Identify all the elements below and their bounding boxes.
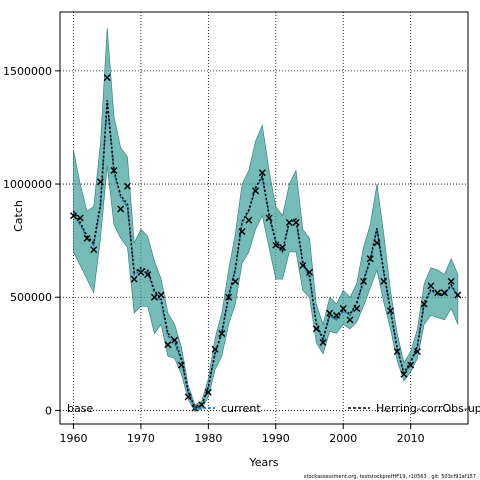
legend-label-herring-corrobs-up: Herring-corrObs-up xyxy=(376,402,480,415)
observed-points xyxy=(69,74,462,412)
x-tick-label: 1970 xyxy=(127,432,155,445)
y-tick-label: 0 xyxy=(45,404,52,417)
observed-point xyxy=(380,277,388,285)
observed-point xyxy=(76,214,84,222)
observed-point xyxy=(434,289,442,297)
x-axis: 1960 1970 1980 1990 2000 2010 xyxy=(59,424,425,445)
observed-point xyxy=(420,300,428,308)
y-tick-label: 1500000 xyxy=(3,65,52,78)
observed-point xyxy=(440,289,448,297)
observed-point xyxy=(447,277,455,285)
observed-point xyxy=(69,212,77,220)
series-line-herring-corrobs-up xyxy=(72,100,459,409)
legend: base current Herring-corrObs-up xyxy=(67,402,480,415)
observed-point xyxy=(130,275,138,283)
observed-point xyxy=(265,214,273,222)
observed-point xyxy=(231,277,239,285)
observed-point xyxy=(238,228,246,236)
y-axis: 0 500000 1000000 1500000 xyxy=(3,65,60,417)
observed-point xyxy=(96,178,104,186)
observed-point xyxy=(339,305,347,313)
legend-label-current: current xyxy=(221,402,261,415)
observed-point xyxy=(144,271,152,279)
observed-point xyxy=(137,268,145,276)
legend-label-base: base xyxy=(67,402,93,415)
observed-point xyxy=(177,361,185,369)
observed-point xyxy=(292,219,300,227)
series-lines xyxy=(72,100,459,410)
observed-point xyxy=(157,291,165,299)
observed-point xyxy=(245,216,253,224)
observed-point xyxy=(258,169,266,177)
observed-point xyxy=(326,309,334,317)
observed-point xyxy=(103,74,111,82)
x-tick-label: 1960 xyxy=(59,432,87,445)
footer-credit: stockassessment.org, teststockprefHF19, … xyxy=(304,474,476,480)
observed-point xyxy=(413,348,421,356)
series-line-current xyxy=(72,102,459,410)
x-tick-label: 1990 xyxy=(262,432,290,445)
x-tick-label: 2010 xyxy=(397,432,425,445)
observed-point xyxy=(272,241,280,249)
observed-point xyxy=(306,268,314,276)
observed-point xyxy=(83,234,91,242)
observed-point xyxy=(110,166,118,174)
observed-point xyxy=(319,339,327,346)
observed-point xyxy=(393,348,401,356)
observed-point xyxy=(312,325,320,333)
observed-point xyxy=(400,370,408,378)
observed-point xyxy=(123,182,131,190)
y-tick-label: 500000 xyxy=(10,291,52,304)
observed-point xyxy=(386,307,394,315)
observed-point xyxy=(353,305,361,313)
x-tick-label: 2000 xyxy=(329,432,357,445)
observed-point xyxy=(366,255,374,263)
observed-point xyxy=(299,262,307,270)
x-axis-title: Years xyxy=(248,456,278,469)
observed-point xyxy=(252,187,260,195)
observed-point xyxy=(150,293,158,301)
observed-point xyxy=(211,345,219,353)
observed-point xyxy=(373,239,381,247)
y-tick-label: 1000000 xyxy=(3,178,52,191)
observed-point xyxy=(454,291,462,299)
observed-point xyxy=(198,401,206,409)
observed-point xyxy=(117,205,125,213)
observed-point xyxy=(171,336,179,344)
plot-frame xyxy=(59,11,469,425)
observed-point xyxy=(333,311,340,319)
observed-point xyxy=(279,243,287,251)
x-tick-label: 1980 xyxy=(194,432,222,445)
observed-point xyxy=(164,341,172,349)
observed-point xyxy=(346,316,354,324)
observed-point xyxy=(184,393,192,401)
observed-point xyxy=(90,246,98,254)
observed-point xyxy=(204,388,212,396)
observed-point xyxy=(225,293,233,301)
observed-point xyxy=(427,282,435,290)
observed-point xyxy=(285,219,293,227)
y-axis-title: Catch xyxy=(12,200,25,232)
observed-point xyxy=(359,277,367,285)
observed-point xyxy=(218,329,226,337)
observed-point xyxy=(407,361,415,369)
